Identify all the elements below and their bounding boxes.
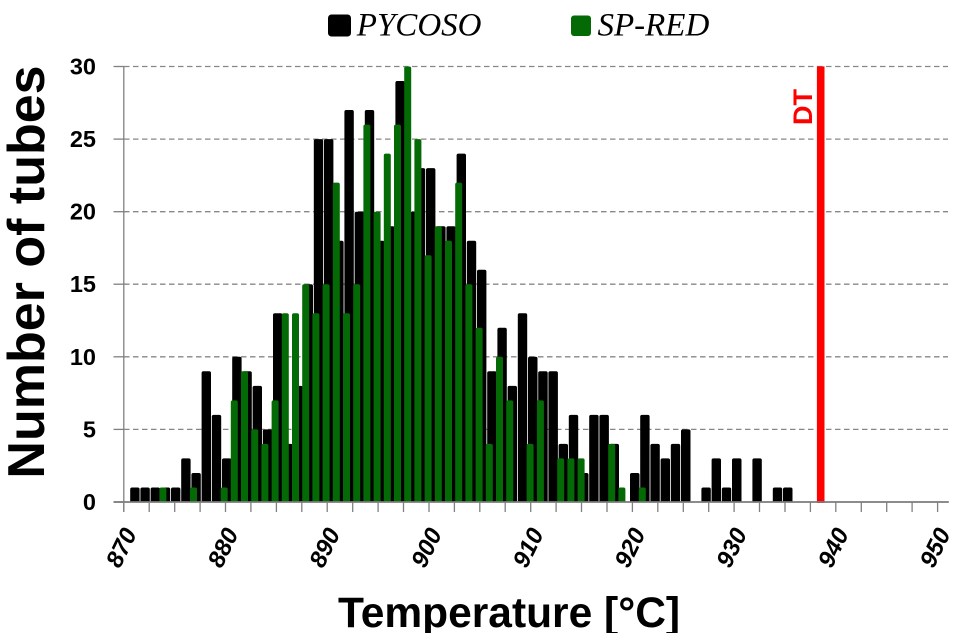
svg-text:PYCOSO: PYCOSO xyxy=(356,8,482,44)
svg-text:Temperature [°C]: Temperature [°C] xyxy=(338,590,680,633)
svg-text:0: 0 xyxy=(83,489,96,515)
svg-text:25: 25 xyxy=(70,126,96,152)
svg-text:Number of tubes: Number of tubes xyxy=(0,65,56,478)
svg-text:20: 20 xyxy=(70,199,96,225)
svg-text:15: 15 xyxy=(70,271,96,297)
svg-text:30: 30 xyxy=(70,54,96,80)
svg-text:DT: DT xyxy=(788,89,818,125)
svg-text:10: 10 xyxy=(70,344,96,370)
svg-text:5: 5 xyxy=(83,416,96,442)
svg-text:SP-RED: SP-RED xyxy=(598,8,710,44)
